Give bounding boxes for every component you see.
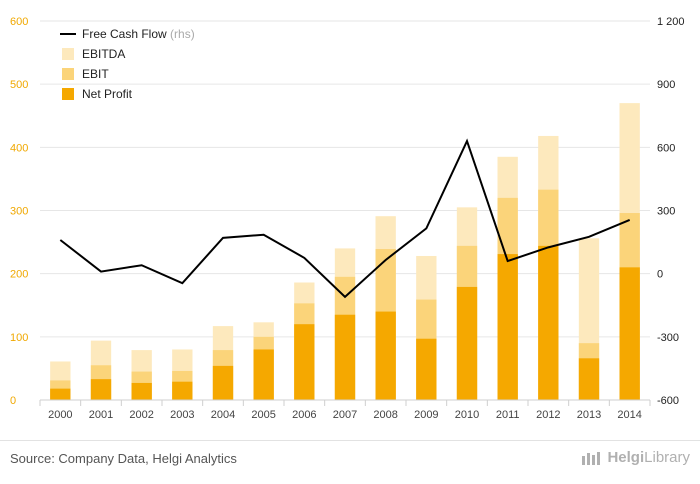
x-tick-label: 2007 (333, 409, 357, 421)
y-left-tick-label: 200 (10, 269, 28, 281)
bar-net-profit (538, 246, 558, 400)
bar-net-profit (376, 312, 396, 400)
brand-prefix: Helgi (607, 449, 644, 466)
source-note: Source: Company Data, Helgi Analytics (10, 451, 237, 466)
y-left-tick-label: 100 (10, 332, 28, 344)
bar-net-profit (172, 382, 192, 400)
y-right-tick-label: -300 (657, 332, 679, 344)
x-tick-label: 2014 (617, 409, 641, 421)
legend-swatch (62, 88, 74, 100)
y-right-tick-label: 0 (657, 269, 663, 281)
y-right-tick-label: 1 200 (657, 16, 685, 28)
bar-net-profit (416, 339, 436, 400)
legend-swatch (62, 68, 74, 80)
x-tick-label: 2008 (373, 409, 397, 421)
legend-swatch (62, 48, 74, 60)
y-right-tick-label: 300 (657, 206, 675, 218)
bar-net-profit (50, 389, 70, 400)
legend-label: Net Profit (82, 87, 133, 101)
y-left-tick-label: 400 (10, 142, 28, 154)
brand-logo[interactable]: HelgiLibrary (581, 449, 690, 466)
x-tick-label: 2000 (48, 409, 72, 421)
legend-label: Free Cash Flow (rhs) (82, 27, 195, 41)
bar-net-profit (91, 379, 111, 400)
footer: Source: Company Data, Helgi Analytics He… (0, 440, 700, 484)
bar-net-profit (254, 349, 274, 400)
y-right-tick-label: -600 (657, 395, 679, 407)
x-tick-label: 2001 (89, 409, 113, 421)
bar-net-profit (457, 287, 477, 400)
bar-net-profit (294, 324, 314, 400)
x-tick-label: 2009 (414, 409, 438, 421)
x-tick-label: 2013 (577, 409, 601, 421)
library-icon (581, 450, 603, 466)
y-left-tick-label: 500 (10, 79, 28, 91)
chart: 0 100 200 300 400 500 600 -600 -300 0 300 600 900 1 2… (0, 0, 700, 440)
bar-net-profit (620, 267, 640, 400)
legend-label: EBITDA (82, 47, 125, 61)
bar-net-profit (335, 315, 355, 400)
x-tick-label: 2003 (170, 409, 194, 421)
x-tick-label: 2005 (251, 409, 275, 421)
y-right-tick-label: 900 (657, 79, 675, 91)
bar-net-profit (213, 366, 233, 400)
x-tick-label: 2011 (496, 409, 520, 421)
x-tick-label: 2010 (455, 409, 479, 421)
legend-note: (rhs) (167, 27, 195, 41)
x-tick-label: 2004 (211, 409, 235, 421)
y-left-tick-label: 300 (10, 206, 28, 218)
bar-net-profit (579, 358, 599, 400)
y-right-tick-label: 600 (657, 142, 675, 154)
y-left-tick-label: 600 (10, 16, 28, 28)
y-left-tick-label: 0 (10, 395, 16, 407)
x-tick-label: 2012 (536, 409, 560, 421)
legend: Free Cash Flow (rhs) EBITDA EBIT Net Profit (60, 27, 195, 101)
x-tick-label: 2002 (129, 409, 153, 421)
bar-net-profit (498, 254, 518, 400)
x-tick-label: 2006 (292, 409, 316, 421)
brand-suffix: Library (644, 449, 690, 466)
bar-net-profit (132, 383, 152, 400)
legend-label: EBIT (82, 67, 109, 81)
